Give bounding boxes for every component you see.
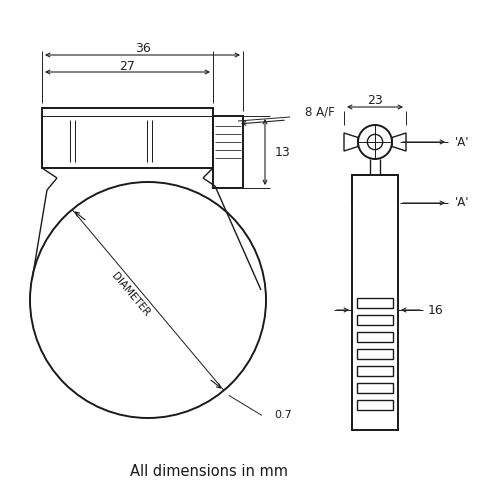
Bar (357, 366, 393, 376)
Text: 36: 36 (134, 42, 150, 56)
Bar (42, 108, 213, 168)
Bar (352, 175, 398, 430)
Bar (213, 116, 243, 188)
Text: 23: 23 (367, 94, 383, 106)
Text: 0.7: 0.7 (274, 410, 291, 420)
Bar (357, 298, 393, 308)
Bar (357, 400, 393, 410)
Bar (357, 349, 393, 359)
Text: All dimensions in mm: All dimensions in mm (130, 464, 288, 479)
Text: 16: 16 (428, 304, 444, 316)
Bar (357, 315, 393, 325)
Bar (357, 383, 393, 393)
Text: 27: 27 (120, 60, 136, 72)
Text: 13: 13 (275, 146, 291, 158)
Bar (357, 332, 393, 342)
Text: 'A': 'A' (455, 136, 469, 148)
Text: DIAMETER: DIAMETER (109, 272, 151, 318)
Text: 'A': 'A' (455, 196, 469, 209)
Text: 8 A/F: 8 A/F (305, 106, 335, 118)
